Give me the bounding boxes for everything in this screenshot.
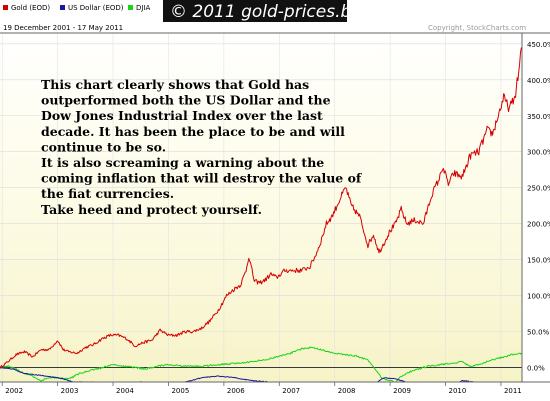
annotation-line: This chart clearly shows that Gold has [41, 77, 309, 92]
x-tick-label: 2003 [61, 387, 79, 395]
annotation-line: coming inflation that will destroy the v… [41, 171, 363, 186]
y-tick-label: 350.0% [527, 113, 550, 121]
x-tick-labels: 2002 2003 2004 2005 2006 2007 2008 2009 2010 2011 [5, 387, 522, 395]
plot-area [0, 33, 522, 382]
y-tick-label: 50.0% [527, 329, 550, 337]
watermark: © 2011 gold-prices.biz [170, 2, 366, 22]
legend-usd-label: US Dollar (EOD) [68, 4, 124, 12]
x-tick-label: 2007 [282, 387, 300, 395]
y-tick-labels: 0.0% 50.0% 100.0% 150.0% 200.0% 250.0% 300.0% 3… [527, 41, 550, 373]
x-tick-label: 2010 [449, 387, 467, 395]
annotation-line: the fiat currencies. [41, 186, 174, 201]
y-tick-label: 0.0% [527, 365, 545, 373]
annotation-line: continue to be so. [41, 139, 166, 154]
legend-djia-label: DJIA [136, 4, 151, 12]
annotation-line: decade. It has been the place to be and … [41, 124, 345, 139]
legend-djia-swatch [128, 5, 133, 10]
x-tick-label: 2008 [338, 387, 356, 395]
y-tick-label: 450.0% [527, 41, 550, 49]
x-tick-label: 2011 [504, 387, 522, 395]
annotation-text: This chart clearly shows that Gold hasou… [41, 77, 363, 217]
x-tick-label: 2005 [171, 387, 189, 395]
x-tick-label: 2006 [227, 387, 245, 395]
annotation-line: Dow Jones Industrial Index over the last [41, 108, 323, 123]
x-tick-label: 2002 [5, 387, 23, 395]
series-line-djia [0, 346, 522, 382]
x-tick-label: 2004 [116, 387, 134, 395]
annotation-line: It is also screaming a warning about the [41, 155, 324, 170]
annotation-line: outperformed both the US Dollar and the [41, 93, 331, 108]
y-tick-label: 100.0% [527, 293, 550, 301]
y-tick-label: 300.0% [527, 149, 550, 157]
legend-usd-swatch [60, 5, 65, 10]
series-line-gold-eod [0, 47, 522, 369]
annotation-line: Take heed and protect yourself. [41, 202, 262, 217]
y-tick-label: 150.0% [527, 257, 550, 265]
legend: Gold (EOD) US Dollar (EOD) DJIA [3, 4, 151, 12]
watermark-box [163, 0, 347, 22]
legend-gold-label: Gold (EOD) [11, 4, 50, 12]
y-tick-label: 250.0% [527, 185, 550, 193]
y-tick-label: 400.0% [527, 77, 550, 85]
date-range: 19 December 2001 - 17 May 2011 [3, 24, 123, 32]
copyright: Copyright, StockCharts.com [428, 24, 526, 32]
legend-gold-swatch [3, 5, 8, 10]
x-tick-label: 2009 [393, 387, 411, 395]
y-tick-label: 200.0% [527, 221, 550, 229]
